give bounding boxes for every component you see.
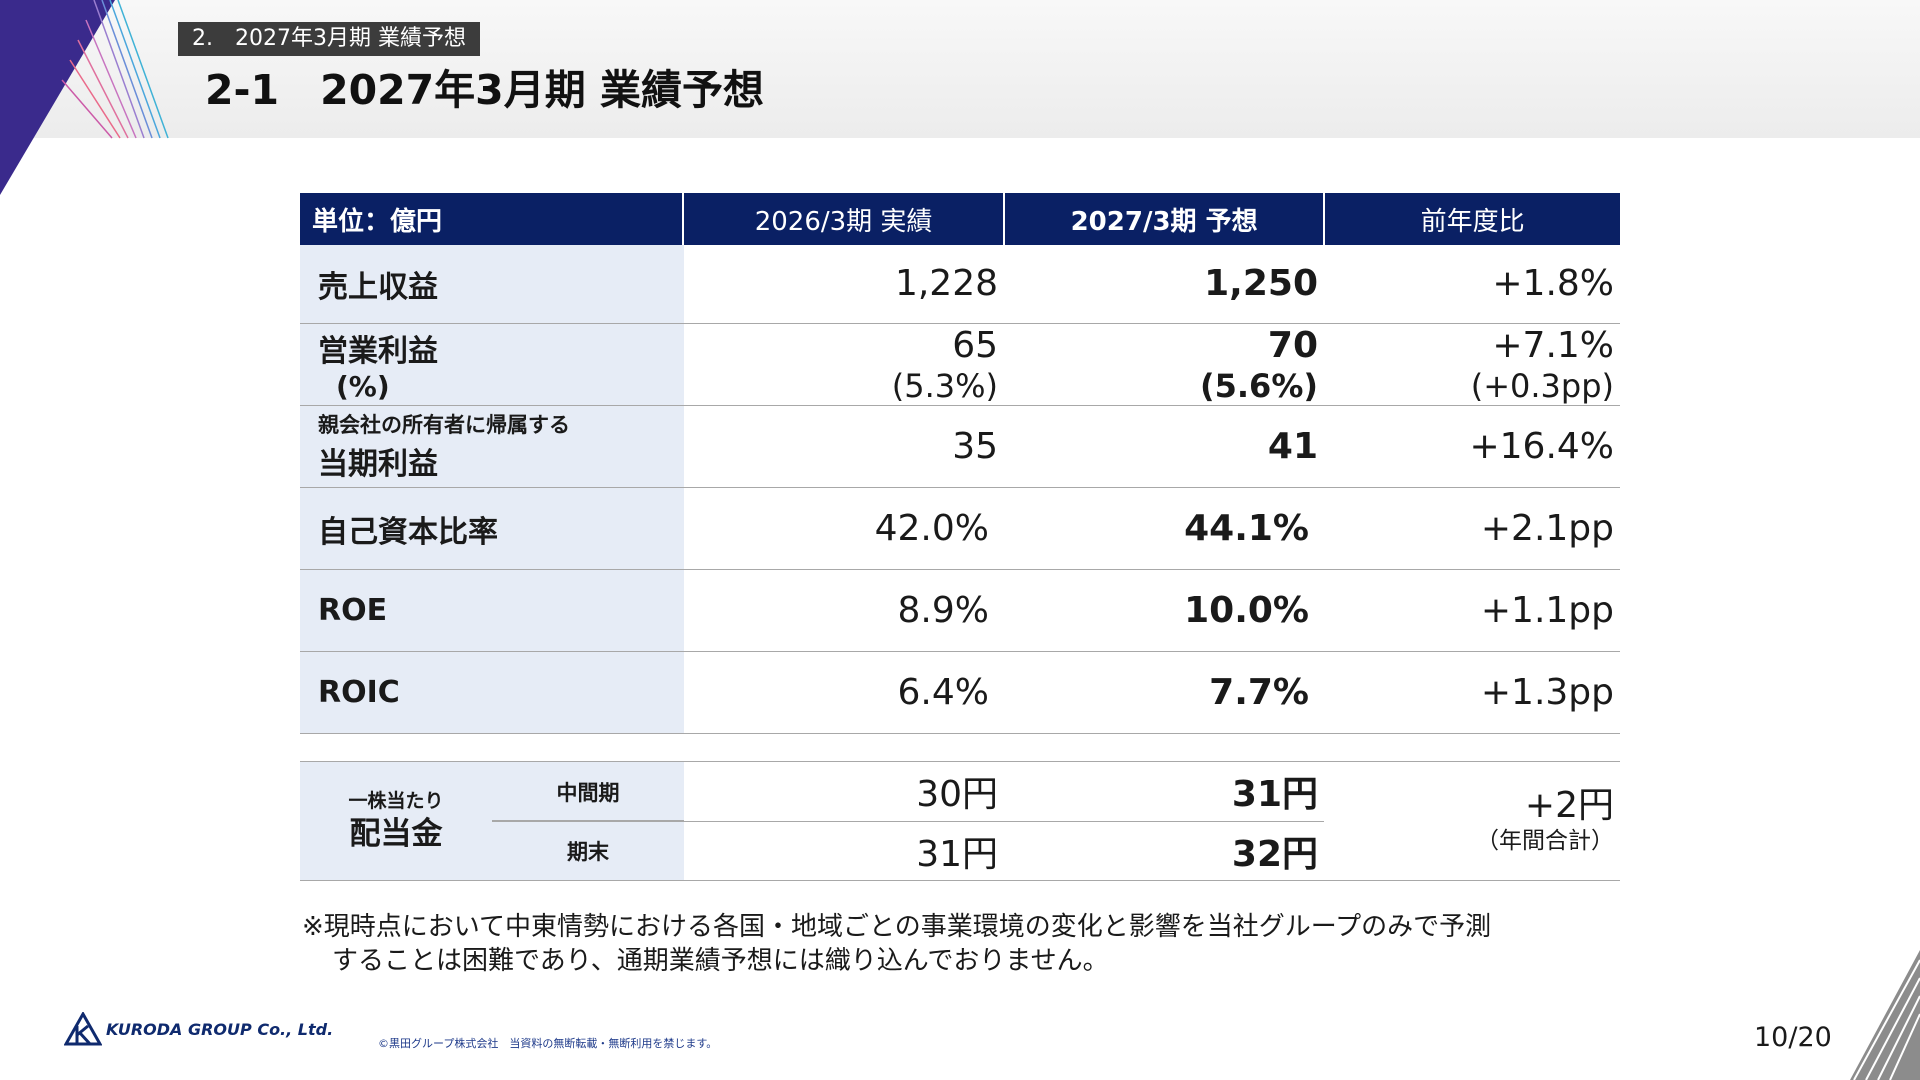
- yoy-value: +16.4%: [1469, 425, 1614, 467]
- yoy-amount: +7.1%: [1492, 324, 1614, 366]
- row-label-text: ROIC: [318, 675, 400, 710]
- header-forecast: 2027/3期 予想: [1002, 193, 1324, 245]
- dividend-yoy-value: +2円: [1524, 785, 1614, 826]
- table-row-revenue: 売上収益 1,228 1,250 +1.8%: [300, 245, 1620, 324]
- prev-margin: (5.3%): [891, 366, 998, 405]
- dividend-row-interim: 30円 31円: [684, 762, 1324, 822]
- forecast-value: 44.1%: [1184, 507, 1309, 549]
- copyright: ©黒田グループ株式会社 当資料の無断転載・無断利用を禁じます。: [378, 1037, 718, 1050]
- dividend-label: 一株当たり 配当金: [300, 762, 492, 880]
- page-number: 10/20: [1754, 1022, 1832, 1053]
- yoy-value: +1.1pp: [1480, 589, 1614, 631]
- row-label: ROE: [300, 570, 684, 651]
- interim-prev: 30円: [916, 774, 998, 816]
- prev-value: 42.0%: [874, 507, 989, 549]
- yoy-margin: (+0.3pp): [1470, 366, 1614, 405]
- dividend-values: 30円 31円 31円 32円: [684, 762, 1324, 880]
- dividend-label-small: 一株当たり: [348, 790, 444, 812]
- dividend-period-labels: 中間期 期末: [492, 762, 684, 880]
- row-label-text: ROE: [318, 593, 388, 628]
- footnote-line-2: することは困難であり、通期業績予想には織り込んでおりません。: [332, 946, 1109, 976]
- prev-value: 8.9%: [897, 589, 989, 631]
- yoy-value: +2.1pp: [1480, 507, 1614, 549]
- row-label-text: 自己資本比率: [318, 514, 498, 550]
- yoy-value: +7.1% (+0.3pp): [1324, 324, 1620, 405]
- section-tag: 2. 2027年3月期 業績予想: [178, 22, 480, 56]
- row-label-small: 親会社の所有者に帰属する: [318, 412, 570, 437]
- footnote: ※現時点において中東情勢における各国・地域ごとの事業環境の変化と影響を当社グルー…: [302, 910, 1491, 978]
- forecast-value: 1,250: [1204, 263, 1318, 304]
- table-header: 単位：億円 2026/3期 実績 2027/3期 予想 前年度比: [300, 193, 1620, 245]
- dividend-label-text: 配当金: [349, 816, 443, 852]
- row-label-text: 当期利益: [318, 446, 438, 482]
- forecast-table: 単位：億円 2026/3期 実績 2027/3期 予想 前年度比 売上収益 1,…: [300, 193, 1620, 734]
- page-title: 2-1 2027年3月期 業績予想: [205, 66, 764, 114]
- company-logo: KURODA GROUP Co., Ltd.: [64, 1012, 333, 1046]
- yoy-value: +1.3pp: [1480, 671, 1614, 713]
- forecast-value: 41: [1267, 425, 1318, 467]
- header-yoy: 前年度比: [1323, 193, 1620, 245]
- row-label: 営業利益 (%): [300, 324, 684, 405]
- yearend-forecast: 32円: [1231, 833, 1318, 875]
- divider: [492, 820, 684, 822]
- dividend-row-yearend: 31円 32円: [684, 822, 1324, 881]
- forecast-value: 70 (5.6%): [1004, 324, 1324, 405]
- forecast-margin: (5.6%): [1200, 366, 1318, 405]
- logo-mark-icon: [64, 1012, 102, 1046]
- forecast-value: 7.7%: [1209, 671, 1309, 713]
- interim-label: 中間期: [556, 780, 620, 805]
- row-label: 自己資本比率: [300, 488, 684, 569]
- row-label-text: 営業利益: [318, 333, 438, 369]
- row-label: ROIC: [300, 652, 684, 733]
- yoy-value: +1.8%: [1492, 263, 1614, 304]
- table-row-roic: ROIC 6.4% 7.7% +1.3pp: [300, 652, 1620, 734]
- decorative-stripes-right: [1850, 950, 1920, 1080]
- footnote-line-1: ※現時点において中東情勢における各国・地域ごとの事業環境の変化と影響を当社グルー…: [302, 912, 1492, 942]
- forecast-amount: 70: [1267, 324, 1318, 366]
- dividend-table: 一株当たり 配当金 中間期 期末 30円 31円 31円 32円 +2円 （年間…: [300, 761, 1620, 881]
- row-label: 親会社の所有者に帰属する 当期利益: [300, 406, 684, 487]
- row-label-sub: (%): [336, 369, 390, 403]
- prev-amount: 65: [952, 324, 998, 366]
- decorative-stripes-left: [0, 0, 169, 195]
- header-unit: 単位：億円: [312, 206, 443, 237]
- dividend-label-cell: 一株当たり 配当金 中間期 期末: [300, 762, 684, 880]
- table-row-equity-ratio: 自己資本比率 42.0% 44.1% +2.1pp: [300, 488, 1620, 570]
- yearend-label: 期末: [567, 839, 609, 864]
- prev-value: 65 (5.3%): [684, 324, 1004, 405]
- table-row-operating-profit: 営業利益 (%) 65 (5.3%) 70 (5.6%) +7.1% (+0.3…: [300, 324, 1620, 406]
- dividend-yoy: +2円 （年間合計）: [1324, 762, 1620, 880]
- row-label-text: 売上収益: [318, 270, 438, 305]
- brand-name: KURODA GROUP Co., Ltd.: [106, 1019, 334, 1039]
- interim-forecast: 31円: [1231, 774, 1318, 816]
- header-prev-actual: 2026/3期 実績: [682, 193, 1003, 245]
- table-row-roe: ROE 8.9% 10.0% +1.1pp: [300, 570, 1620, 652]
- prev-value: 35: [952, 425, 998, 467]
- forecast-value: 10.0%: [1184, 589, 1309, 631]
- row-label: 売上収益: [300, 245, 684, 323]
- prev-value: 1,228: [894, 263, 998, 304]
- dividend-yoy-note: （年間合計）: [1476, 828, 1614, 854]
- yearend-prev: 31円: [916, 833, 998, 875]
- table-row-net-profit: 親会社の所有者に帰属する 当期利益 35 41 +16.4%: [300, 406, 1620, 488]
- prev-value: 6.4%: [897, 671, 989, 713]
